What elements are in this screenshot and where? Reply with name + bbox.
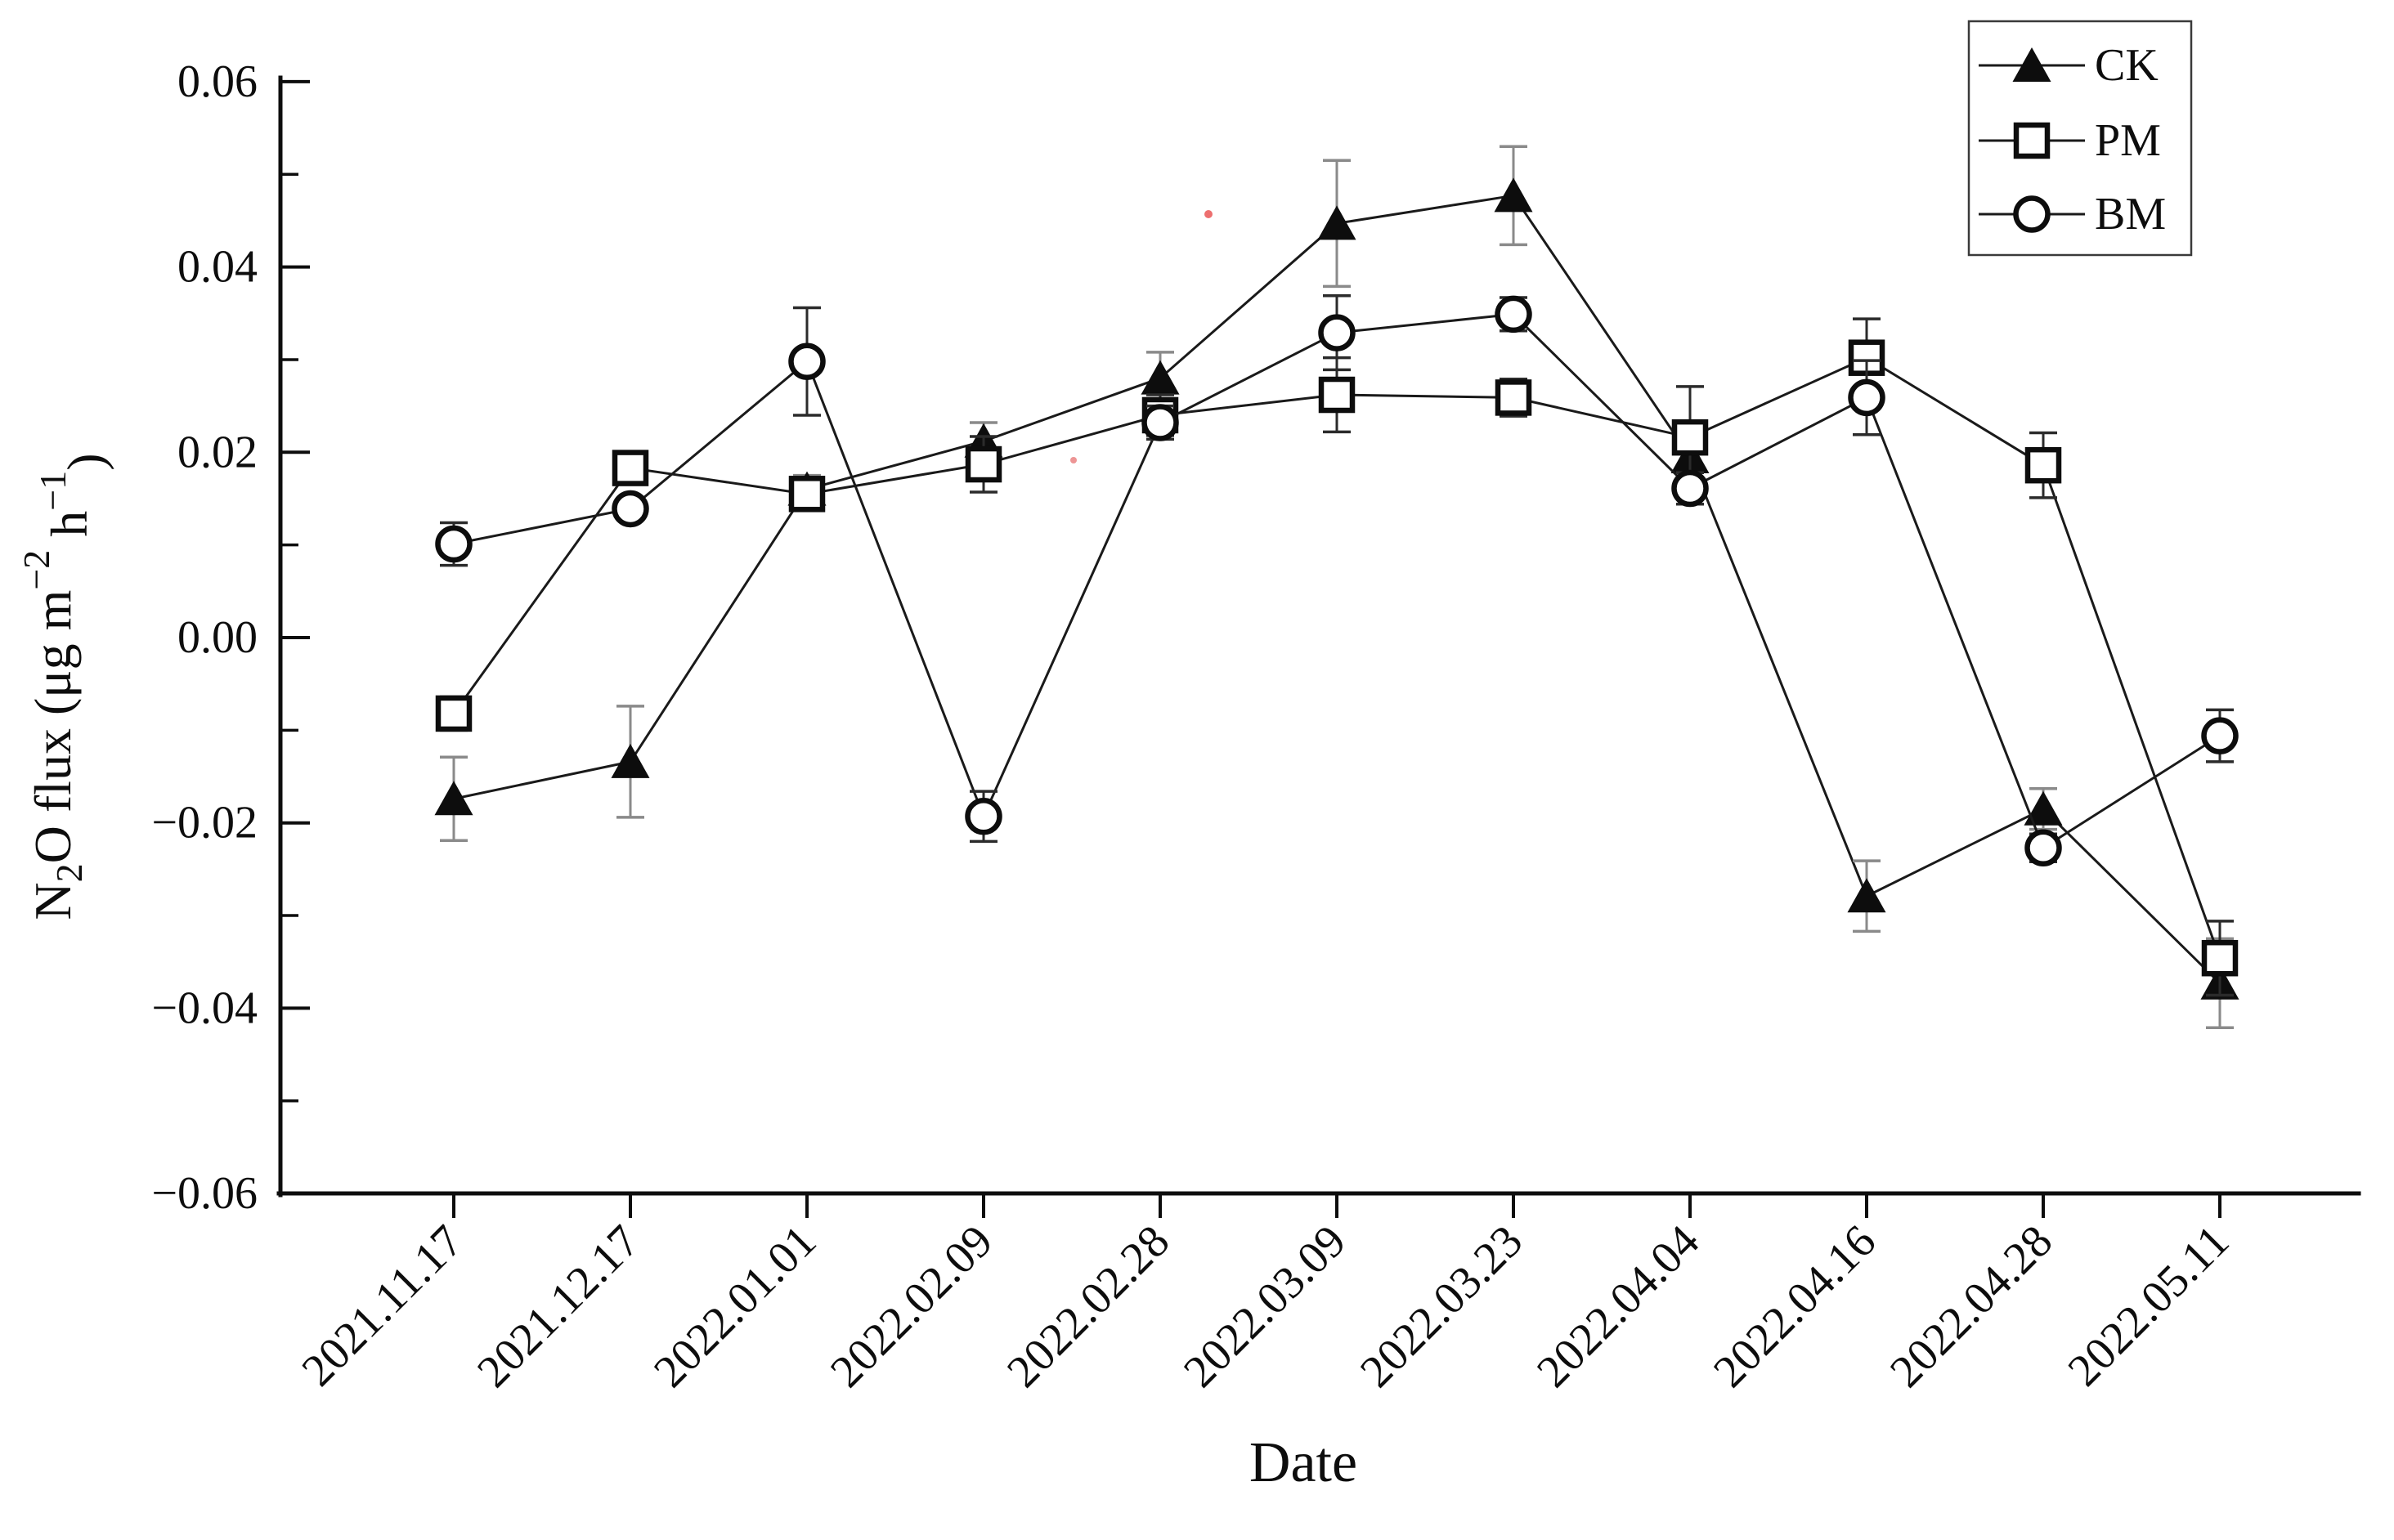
ck-marker xyxy=(1317,205,1356,240)
x-tick-label: 2022.04.04 xyxy=(1527,1215,1709,1397)
bm-marker xyxy=(435,525,473,563)
x-axis-title: Date xyxy=(1249,1431,1357,1494)
bm-marker xyxy=(1671,469,1709,508)
pm-marker xyxy=(788,476,826,513)
y-tick-label: 0.06 xyxy=(177,56,258,107)
red-speck-artifact xyxy=(1070,457,1077,463)
y-tick-label: 0.04 xyxy=(177,242,258,293)
bm-marker xyxy=(965,798,1002,835)
pm-marker xyxy=(1495,379,1532,416)
x-tick-label: 2022.03.09 xyxy=(1174,1215,1356,1397)
x-tick-label: 2022.04.28 xyxy=(1881,1215,2062,1397)
y-ticks: 0.06 0.04 0.02 0.00 −0.02 −0.04 −0.06 xyxy=(151,56,310,1219)
legend-label: PM xyxy=(2095,115,2161,166)
ck-marker xyxy=(1141,360,1180,395)
bm-marker xyxy=(2024,829,2062,867)
ck-marker xyxy=(611,743,650,778)
y-axis-title: N2​O flux (μg m−2​ h−1​) xyxy=(16,453,114,920)
x-tick-label: 2022.04.16 xyxy=(1704,1215,1885,1397)
x-tick-label: 2021.11.17 xyxy=(293,1215,473,1396)
series-bm xyxy=(435,293,2239,867)
y-tick-label: −0.02 xyxy=(151,798,258,848)
ck-marker xyxy=(1494,177,1533,213)
bm-marker xyxy=(1495,295,1532,334)
pm-marker xyxy=(965,445,1002,483)
bm-marker xyxy=(788,342,826,380)
pm-marker xyxy=(2024,446,2062,484)
ck-marker xyxy=(1847,878,1886,913)
pm-marker xyxy=(1671,419,1709,456)
y-tick-label: 0.02 xyxy=(177,427,258,477)
ck-marker xyxy=(434,781,473,816)
legend: CK PM BM xyxy=(1967,20,2193,257)
legend-bm-marker xyxy=(2013,195,2051,233)
x-tick-label: 2022.05.11 xyxy=(2059,1215,2239,1396)
series-pm xyxy=(435,317,2239,997)
x-tick-label: 2021.12.17 xyxy=(468,1215,649,1397)
series-line xyxy=(452,356,2221,959)
series-ck xyxy=(434,145,2239,1029)
y-tick-label: −0.06 xyxy=(151,1168,258,1219)
x-tick-label: 2022.02.09 xyxy=(821,1215,1002,1397)
pm-marker xyxy=(2201,939,2239,977)
pm-marker xyxy=(435,695,473,732)
x-tick-label: 2022.01.01 xyxy=(644,1215,826,1397)
x-tick-label: 2022.02.28 xyxy=(998,1215,1179,1397)
legend-label: CK xyxy=(2095,40,2159,91)
bm-marker xyxy=(2201,717,2239,754)
y-tick-label: −0.04 xyxy=(151,983,258,1033)
ck-marker xyxy=(2024,790,2063,826)
legend-pm-marker xyxy=(2013,122,2051,159)
bm-marker xyxy=(1848,378,1885,417)
pm-marker xyxy=(1318,376,1356,414)
red-speck-artifact xyxy=(1204,210,1213,218)
x-ticks: 2021.11.172021.12.172022.01.012022.02.09… xyxy=(293,1193,2239,1397)
legend-ck-marker xyxy=(2012,47,2051,82)
y-tick-label: 0.00 xyxy=(177,612,258,663)
legend-box xyxy=(1967,20,2193,257)
legend-label: BM xyxy=(2095,189,2166,240)
bm-marker xyxy=(1318,314,1356,351)
bm-marker xyxy=(612,490,649,528)
x-tick-label: 2022.03.23 xyxy=(1351,1215,1532,1397)
bm-marker xyxy=(1141,404,1179,441)
pm-marker xyxy=(612,450,649,486)
